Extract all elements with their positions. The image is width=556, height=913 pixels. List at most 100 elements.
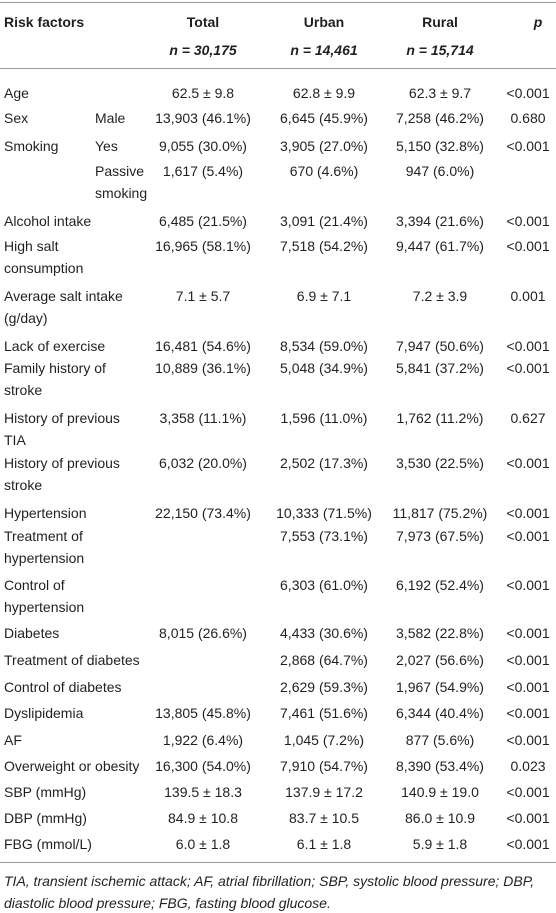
column-header: p — [533, 14, 543, 30]
p-value: 0.627 — [510, 410, 546, 426]
risk-factor: Treatment of diabetes — [4, 652, 140, 668]
total-cell: 84.9 ± 10.8 — [168, 810, 238, 826]
urban-cell: 62.8 ± 9.9 — [292, 85, 356, 101]
p-value: <0.001 — [506, 679, 550, 695]
p-value: <0.001 — [506, 455, 550, 471]
urban-cell: 5,048 (34.9%) — [280, 360, 368, 376]
urban-cell: 6.1 ± 1.8 — [296, 836, 352, 852]
risk-factor: Control of diabetes — [4, 679, 122, 695]
column-count: n = 30,175 — [169, 42, 237, 58]
risk-factor: FBG (mmol/L) — [4, 836, 92, 852]
total-cell: 7.1 ± 5.7 — [175, 288, 231, 304]
urban-cell: 7,461 (51.6%) — [280, 705, 368, 721]
urban-cell: 1,045 (7.2%) — [283, 732, 365, 748]
rural-cell: 1,762 (11.2%) — [396, 410, 484, 426]
risk-factor: Treatment of — [4, 528, 83, 544]
p-value: <0.001 — [506, 705, 550, 721]
risk-factor: AF — [4, 732, 22, 748]
rural-cell: 5,841 (37.2%) — [396, 360, 484, 376]
rural-cell: 877 (5.6%) — [405, 732, 475, 748]
urban-cell: 4,433 (30.6%) — [280, 625, 368, 641]
total-cell: 9,055 (30.0%) — [159, 138, 247, 154]
risk-factor: stroke — [4, 477, 43, 493]
rural-cell: 7,973 (67.5%) — [396, 528, 484, 544]
rural-cell: 2,027 (56.6%) — [396, 652, 484, 668]
rural-cell: 9,447 (61.7%) — [396, 238, 484, 254]
sub-factor: smoking — [95, 185, 148, 201]
total-cell: 139.5 ± 18.3 — [164, 784, 242, 800]
bottom-rule — [0, 862, 556, 863]
rural-cell: 11,817 (75.2%) — [392, 505, 488, 521]
rural-cell: 947 (6.0%) — [405, 163, 475, 179]
risk-factor: consumption — [4, 260, 84, 276]
rural-cell: 62.3 ± 9.7 — [408, 85, 472, 101]
sub-factor: Yes — [95, 138, 118, 154]
footnote: TIA, transient ischemic attack; AF, atri… — [4, 873, 535, 889]
urban-cell: 8,534 (59.0%) — [280, 338, 368, 354]
risk-factor: hypertension — [4, 599, 85, 615]
urban-cell: 7,910 (54.7%) — [280, 758, 368, 774]
column-header: Total — [186, 14, 220, 30]
p-value: <0.001 — [506, 625, 550, 641]
total-cell: 6,032 (20.0%) — [159, 455, 247, 471]
rural-cell: 5.9 ± 1.8 — [412, 836, 468, 852]
p-value: <0.001 — [506, 213, 550, 229]
sub-factor: Male — [95, 110, 126, 126]
p-value: <0.001 — [506, 338, 550, 354]
risk-factor: Diabetes — [4, 625, 60, 641]
total-cell: 6.0 ± 1.8 — [175, 836, 231, 852]
p-value: <0.001 — [506, 577, 550, 593]
total-cell: 13,903 (46.1%) — [155, 110, 251, 126]
risk-factor: Average salt intake — [4, 288, 123, 304]
total-cell: 62.5 ± 9.8 — [171, 85, 235, 101]
total-cell: 16,965 (58.1%) — [155, 238, 251, 254]
urban-cell: 2,868 (64.7%) — [280, 652, 368, 668]
urban-cell: 6,303 (61.0%) — [280, 577, 368, 593]
total-cell: 10,889 (36.1%) — [155, 360, 251, 376]
header-rule — [0, 68, 556, 69]
total-cell: 3,358 (11.1%) — [159, 410, 247, 426]
risk-factor: History of previous — [4, 455, 120, 471]
risk-factor: Overweight or obesity — [4, 758, 140, 774]
p-value: <0.001 — [506, 528, 550, 544]
urban-cell: 670 (4.6%) — [289, 163, 359, 179]
rural-cell: 7,947 (50.6%) — [396, 338, 484, 354]
rural-cell: 7.2 ± 3.9 — [412, 288, 468, 304]
column-header: Urban — [303, 14, 345, 30]
p-value: <0.001 — [506, 732, 550, 748]
rural-cell: 1,967 (54.9%) — [396, 679, 484, 695]
total-cell: 22,150 (73.4%) — [155, 505, 251, 521]
risk-factor: Smoking — [4, 138, 59, 154]
risk-factor: (g/day) — [4, 310, 48, 326]
p-value: <0.001 — [506, 810, 550, 826]
rural-cell: 6,344 (40.4%) — [396, 705, 484, 721]
rural-cell: 86.0 ± 10.9 — [405, 810, 475, 826]
top-rule — [0, 2, 556, 3]
risk-factor: stroke — [4, 382, 43, 398]
urban-cell: 7,518 (54.2%) — [280, 238, 368, 254]
column-count: n = 15,714 — [406, 42, 474, 58]
p-value: <0.001 — [506, 360, 550, 376]
total-cell: 16,300 (54.0%) — [155, 758, 251, 774]
risk-factor: Lack of exercise — [4, 338, 106, 354]
rural-cell: 7,258 (46.2%) — [396, 110, 484, 126]
risk-factor: Age — [4, 85, 29, 101]
urban-cell: 1,596 (11.0%) — [280, 410, 368, 426]
p-value: 0.001 — [510, 288, 546, 304]
total-cell: 6,485 (21.5%) — [159, 213, 247, 229]
urban-cell: 10,333 (71.5%) — [276, 505, 372, 521]
total-cell: 1,922 (6.4%) — [162, 732, 244, 748]
risk-factor: DBP (mmHg) — [4, 810, 87, 826]
p-value: <0.001 — [506, 652, 550, 668]
rural-cell: 5,150 (32.8%) — [396, 138, 484, 154]
risk-factor: Control of — [4, 577, 65, 593]
rural-cell: 3,530 (22.5%) — [396, 455, 484, 471]
p-value: 0.023 — [510, 758, 546, 774]
urban-cell: 6.9 ± 7.1 — [296, 288, 352, 304]
p-value: <0.001 — [506, 505, 550, 521]
total-cell: 1,617 (5.4%) — [162, 163, 244, 179]
risk-factor: TIA — [4, 432, 26, 448]
urban-cell: 137.9 ± 17.2 — [285, 784, 363, 800]
sub-factor: Passive — [95, 163, 145, 179]
